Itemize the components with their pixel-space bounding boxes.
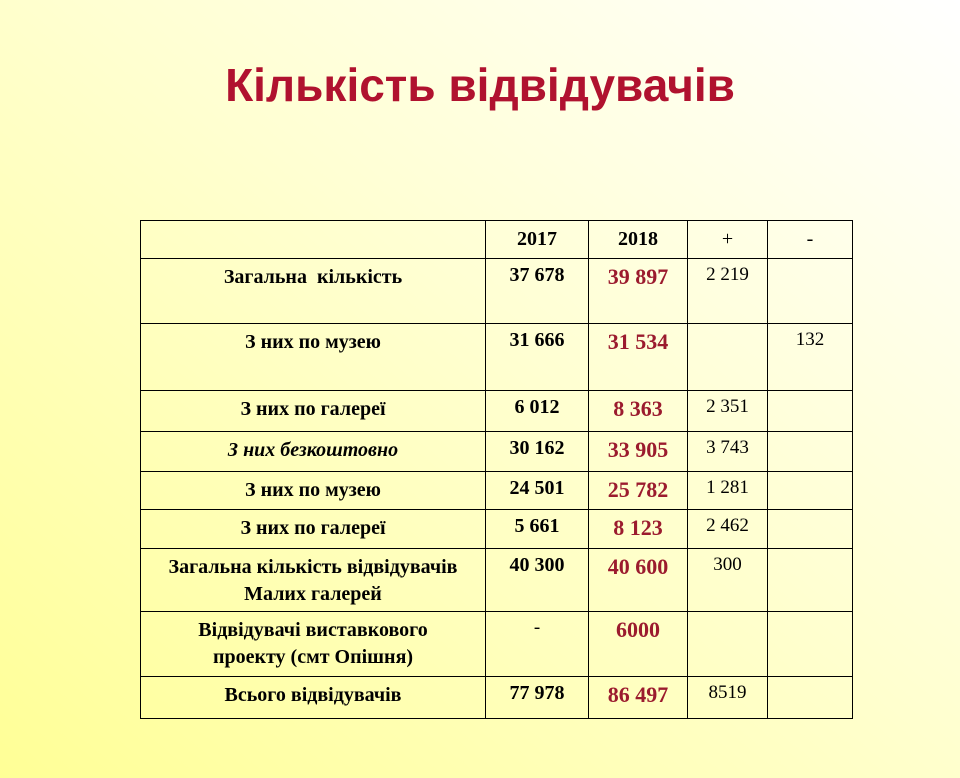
value-2018: 40 600: [588, 548, 688, 612]
value-minus: [767, 390, 853, 432]
value-plus: [687, 323, 768, 391]
value-minus: [767, 258, 853, 324]
value-2018: 8 363: [588, 390, 688, 432]
value-plus: 2 351: [687, 390, 768, 432]
value-2017: 37 678: [485, 258, 589, 324]
value-minus: [767, 509, 853, 549]
row-label: З них по музею: [140, 471, 486, 510]
visitors-table: 2017 2018 + - Загальна кількість 37 678 …: [140, 220, 853, 719]
value-plus: 1 281: [687, 471, 768, 510]
value-plus: 2 462: [687, 509, 768, 549]
value-minus: [767, 611, 853, 677]
value-plus: 2 219: [687, 258, 768, 324]
value-2017: 40 300: [485, 548, 589, 612]
value-2017: 31 666: [485, 323, 589, 391]
value-2017: 24 501: [485, 471, 589, 510]
value-2018: 39 897: [588, 258, 688, 324]
value-minus: [767, 431, 853, 472]
row-label: З них по галереї: [140, 509, 486, 549]
table-row: З них по галереї 6 012 8 363 2 351: [140, 390, 853, 432]
table-row: З них по галереї 5 661 8 123 2 462: [140, 509, 853, 549]
value-plus: 8519: [687, 676, 768, 719]
header-plus: +: [687, 220, 768, 259]
row-label: З них по галереї: [140, 390, 486, 432]
header-minus: -: [767, 220, 853, 259]
value-2017: 5 661: [485, 509, 589, 549]
table-row: Відвідувачі виставкового проекту (смт Оп…: [140, 611, 853, 677]
table-row: Всього відвідувачів 77 978 86 497 8519: [140, 676, 853, 719]
table-row: З них безкоштовно 30 162 33 905 3 743: [140, 431, 853, 472]
slide-title: Кількість відвідувачів: [225, 59, 735, 111]
header-year-2017: 2017: [485, 220, 589, 259]
value-2018: 33 905: [588, 431, 688, 472]
table-row: Загальна кількість 37 678 39 897 2 219: [140, 258, 853, 324]
slide: Кількість відвідувачів 2017 2018 + - Заг…: [0, 58, 960, 719]
value-plus: 300: [687, 548, 768, 612]
row-label: Загальна кількість: [140, 258, 486, 324]
value-plus: [687, 611, 768, 677]
value-plus: 3 743: [687, 431, 768, 472]
table-row: З них по музею 24 501 25 782 1 281: [140, 471, 853, 510]
header-row: 2017 2018 + -: [140, 220, 853, 259]
value-2017: 77 978: [485, 676, 589, 719]
header-year-2018: 2018: [588, 220, 688, 259]
value-2017: 30 162: [485, 431, 589, 472]
value-minus: [767, 471, 853, 510]
value-2017: -: [485, 611, 589, 677]
header-empty-cell: [140, 220, 486, 259]
row-label: Відвідувачі виставкового проекту (смт Оп…: [140, 611, 486, 677]
value-2018: 6000: [588, 611, 688, 677]
value-2018: 31 534: [588, 323, 688, 391]
value-2018: 8 123: [588, 509, 688, 549]
row-label: Загальна кількість відвідувачів Малих га…: [140, 548, 486, 612]
table-row: З них по музею 31 666 31 534 132: [140, 323, 853, 391]
value-2017: 6 012: [485, 390, 589, 432]
value-minus: 132: [767, 323, 853, 391]
value-minus: [767, 676, 853, 719]
table-row: Загальна кількість відвідувачів Малих га…: [140, 548, 853, 612]
value-2018: 25 782: [588, 471, 688, 510]
row-label: З них безкоштовно: [140, 431, 486, 472]
row-label: З них по музею: [140, 323, 486, 391]
value-minus: [767, 548, 853, 612]
row-label: Всього відвідувачів: [140, 676, 486, 719]
value-2018: 86 497: [588, 676, 688, 719]
